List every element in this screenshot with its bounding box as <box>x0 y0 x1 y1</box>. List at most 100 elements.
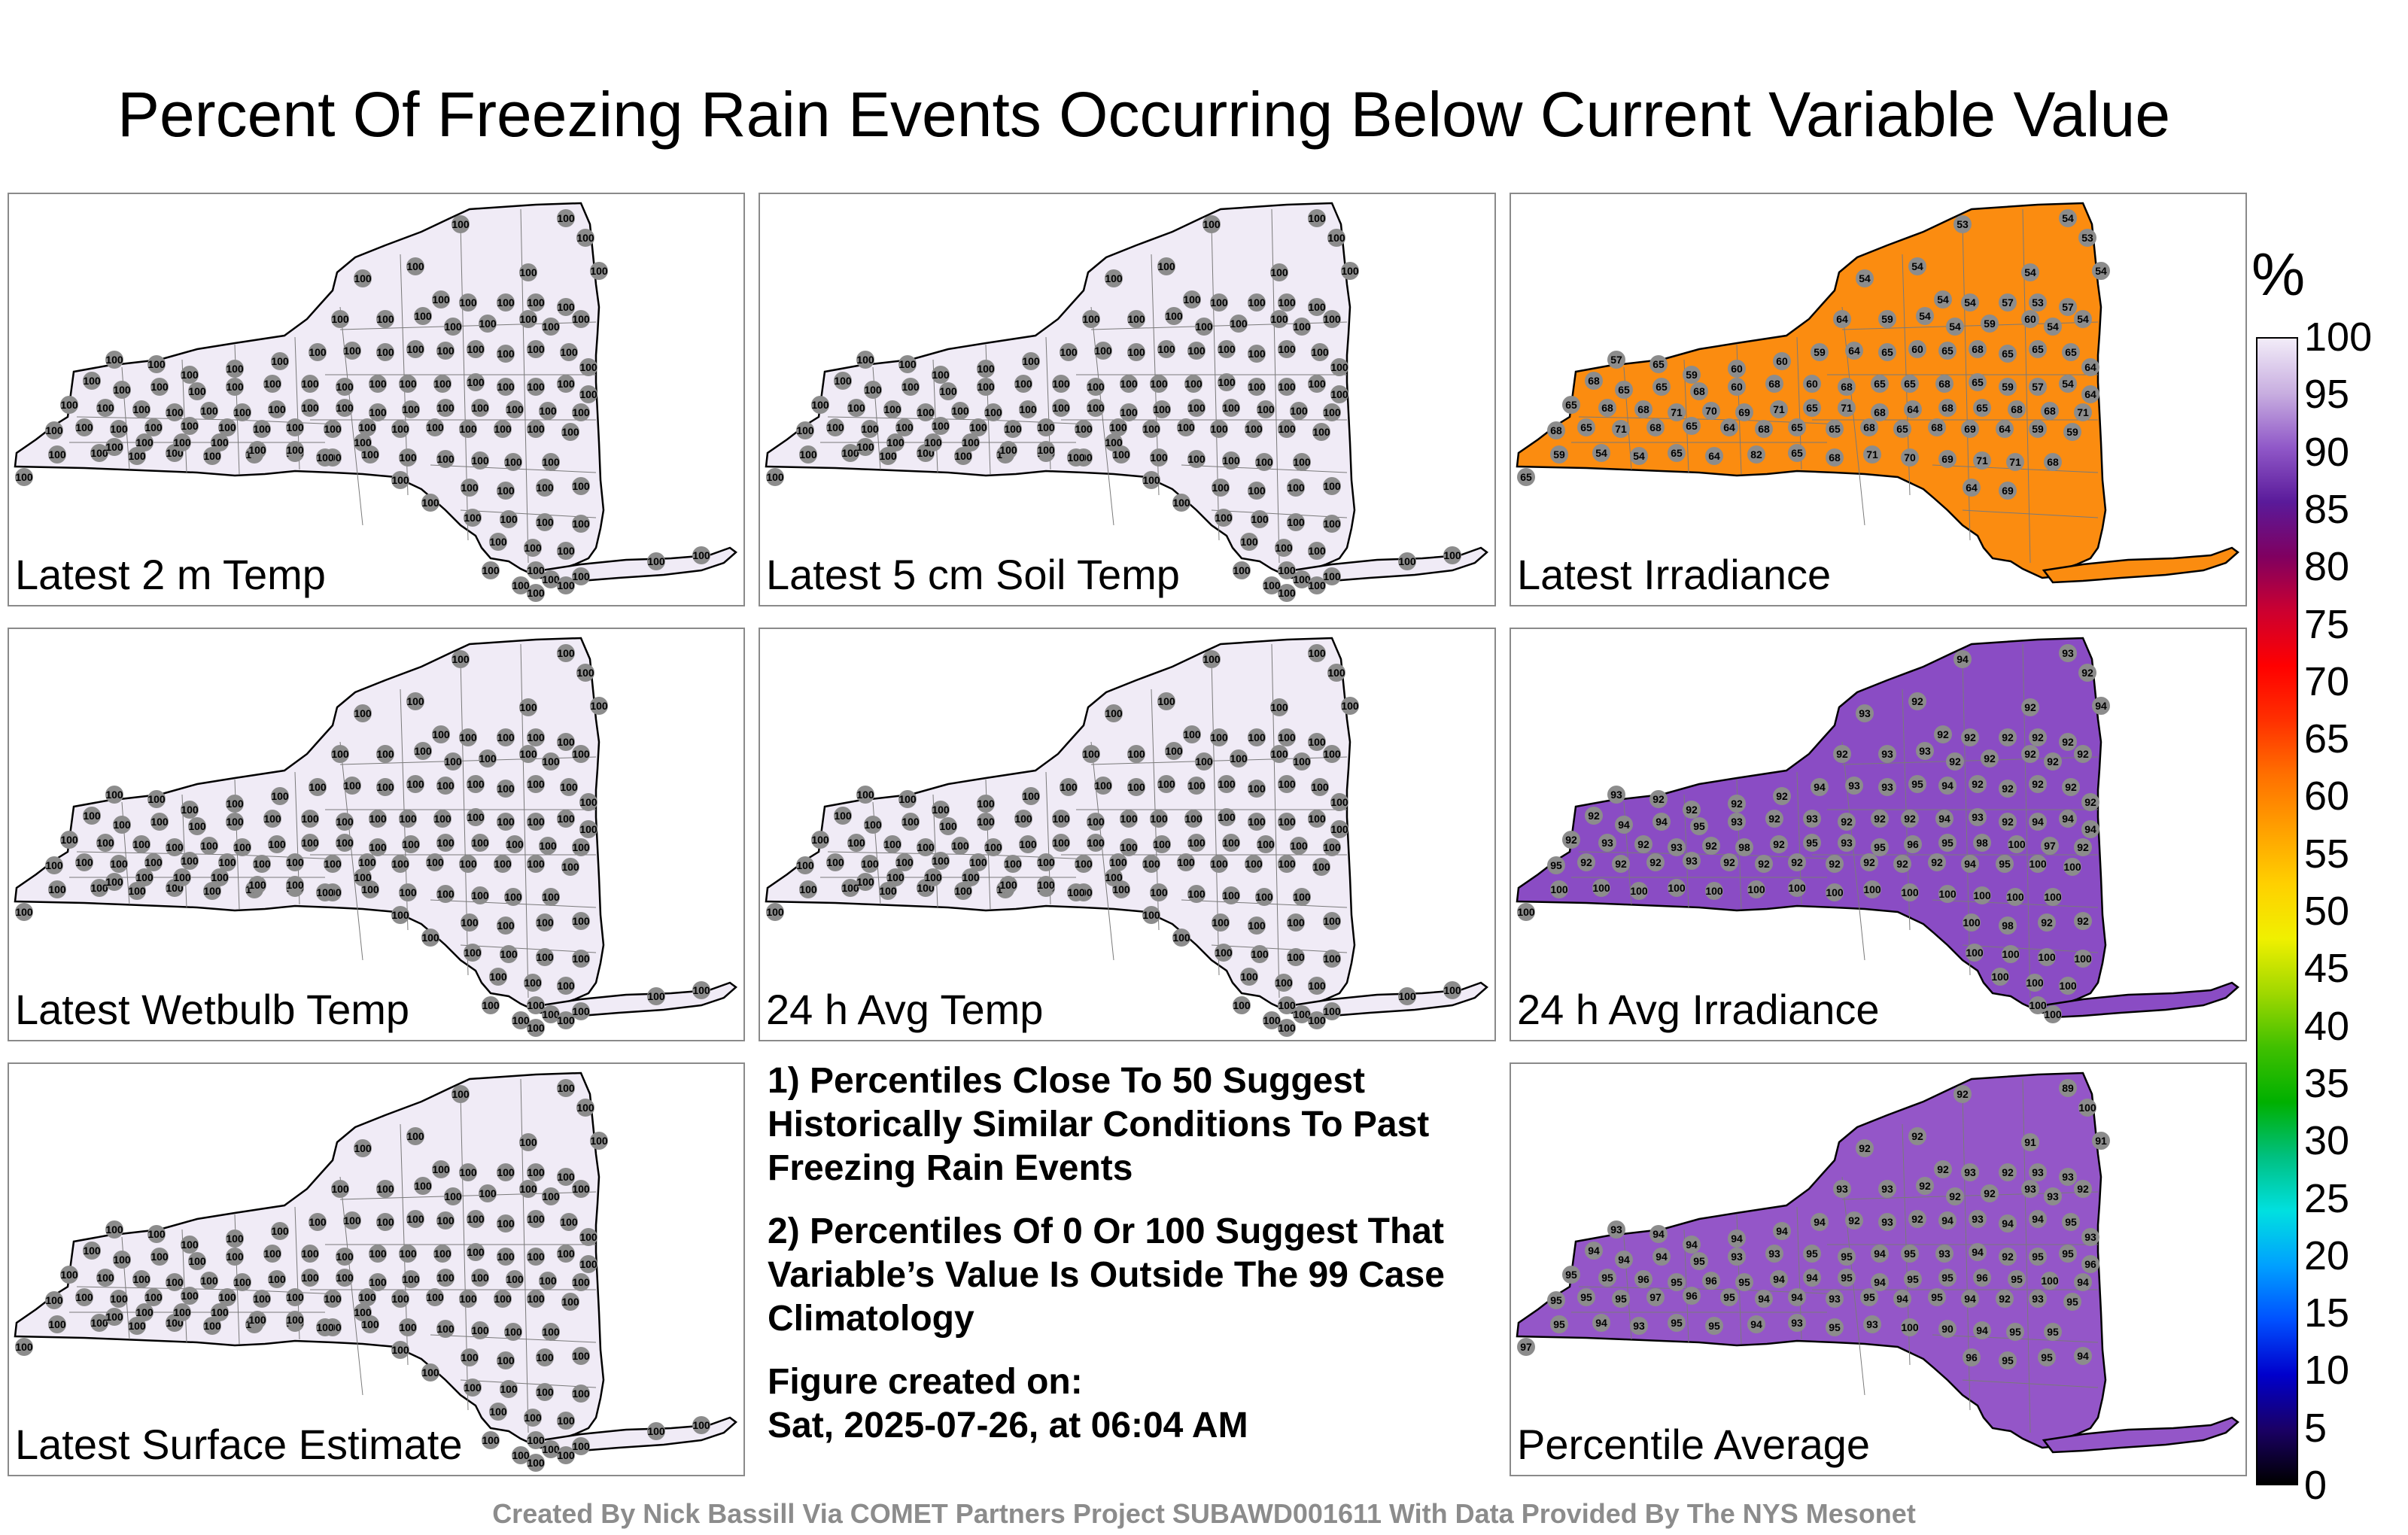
station-dot <box>1150 448 1168 467</box>
station-dot <box>924 433 942 451</box>
station-value: 100 <box>406 1213 424 1225</box>
station-value: 100 <box>527 587 545 599</box>
station-marker: 92 <box>2038 913 2056 932</box>
station-marker: 95 <box>1908 775 1926 793</box>
station-marker: 100 <box>1938 885 1956 903</box>
station-value: 94 <box>1618 1254 1630 1266</box>
station-value: 100 <box>572 518 590 530</box>
station-marker: 100 <box>1150 448 1168 467</box>
station-marker: 96 <box>1963 1348 1981 1366</box>
station-dot <box>1811 343 1829 361</box>
station-value: 100 <box>954 885 972 897</box>
station-value: 71 <box>1841 402 1853 414</box>
station-dot <box>834 807 852 825</box>
station-value: 59 <box>2002 381 2014 393</box>
station-dot <box>1938 885 1956 903</box>
station-marker: 100 <box>895 853 914 871</box>
map-panel-latest-surface-estimate: 100 100 100 100 100 100 100 100 100 100 100 100 100 1… <box>8 1062 745 1476</box>
station-value: 68 <box>1588 375 1600 387</box>
station-value: 92 <box>1615 858 1627 870</box>
station-marker: 100 <box>883 400 901 418</box>
station-dot <box>560 343 578 361</box>
station-marker: 100 <box>799 880 817 898</box>
county-line <box>76 851 341 860</box>
station-marker: 100 <box>1184 375 1202 393</box>
station-value: 94 <box>2032 816 2044 828</box>
station-marker: 100 <box>1087 399 1105 417</box>
station-marker: 100 <box>45 1291 63 1309</box>
station-marker: 92 <box>1946 752 1964 771</box>
station-marker: 100 <box>766 468 784 486</box>
station-dot <box>1938 834 1956 852</box>
station-value: 100 <box>1330 823 1348 835</box>
station-dot <box>354 269 372 287</box>
station-dot <box>1747 1315 1765 1333</box>
station-dot <box>489 533 507 551</box>
station-value: 100 <box>1293 573 1311 585</box>
station-dot <box>572 1437 590 1455</box>
station-marker: 100 <box>527 293 545 312</box>
station-marker: 59 <box>1999 378 2017 396</box>
station-marker: 100 <box>1187 450 1206 468</box>
station-value: 100 <box>414 745 432 757</box>
station-value: 68 <box>1637 403 1649 415</box>
station-dot <box>969 418 987 436</box>
station-dot <box>2074 745 2092 763</box>
station-marker: 100 <box>1278 1019 1296 1037</box>
station-dot <box>1270 310 1288 328</box>
station-value: 92 <box>2084 796 2096 808</box>
station-marker: 100 <box>1966 944 1984 962</box>
station-marker: 100 <box>500 945 518 963</box>
station-marker: 100 <box>233 1273 251 1291</box>
station-dot <box>572 310 590 328</box>
station-value: 100 <box>1037 879 1055 891</box>
station-dot <box>1649 790 1668 808</box>
station-value: 94 <box>1956 653 1969 665</box>
station-value: 100 <box>479 752 497 764</box>
station-dot <box>1577 1288 1595 1306</box>
station-marker: 100 <box>1014 375 1032 393</box>
station-dot <box>1547 856 1565 874</box>
station-dot <box>301 1245 319 1263</box>
station-dot <box>497 378 515 396</box>
station-value: 60 <box>1911 343 1923 355</box>
station-value: 100 <box>766 906 784 918</box>
station-marker: 100 <box>1788 879 1806 897</box>
station-marker: 100 <box>316 1318 334 1336</box>
station-marker: 100 <box>1863 880 1881 898</box>
station-value: 100 <box>399 1248 417 1260</box>
station-marker: 100 <box>358 1288 376 1306</box>
station-dot <box>1996 855 2014 873</box>
station-marker: 100 <box>494 420 512 438</box>
station-dot <box>2038 913 2056 932</box>
station-dot <box>1585 807 1603 825</box>
station-value: 100 <box>45 859 63 871</box>
station-value: 100 <box>436 1214 455 1226</box>
station-dot <box>96 399 114 417</box>
station-dot <box>1735 838 1753 856</box>
station-value: 92 <box>1649 856 1662 868</box>
station-dot <box>898 790 917 808</box>
station-value: 100 <box>1127 781 1145 793</box>
station-value: 100 <box>263 378 281 390</box>
station-value: 100 <box>218 1291 236 1303</box>
station-dot <box>436 777 455 795</box>
station-dot <box>572 477 590 495</box>
station-dot <box>2008 1270 2026 1288</box>
station-marker: 100 <box>166 403 184 421</box>
station-marker: 100 <box>557 542 575 560</box>
station-dot <box>1293 570 1311 588</box>
station-value: 100 <box>1287 951 1305 963</box>
station-dot <box>962 868 980 886</box>
station-marker: 100 <box>369 403 387 421</box>
station-value: 100 <box>464 512 482 524</box>
station-value: 100 <box>962 436 980 448</box>
station-marker: 93 <box>1935 1245 1953 1263</box>
station-value: 100 <box>361 883 379 895</box>
station-marker: 100 <box>226 795 244 813</box>
station-dot <box>1341 697 1359 715</box>
station-value: 100 <box>1240 536 1258 548</box>
station-marker: 100 <box>135 1303 154 1321</box>
station-marker: 94 <box>1973 1321 1991 1339</box>
station-value: 100 <box>2006 891 2024 903</box>
